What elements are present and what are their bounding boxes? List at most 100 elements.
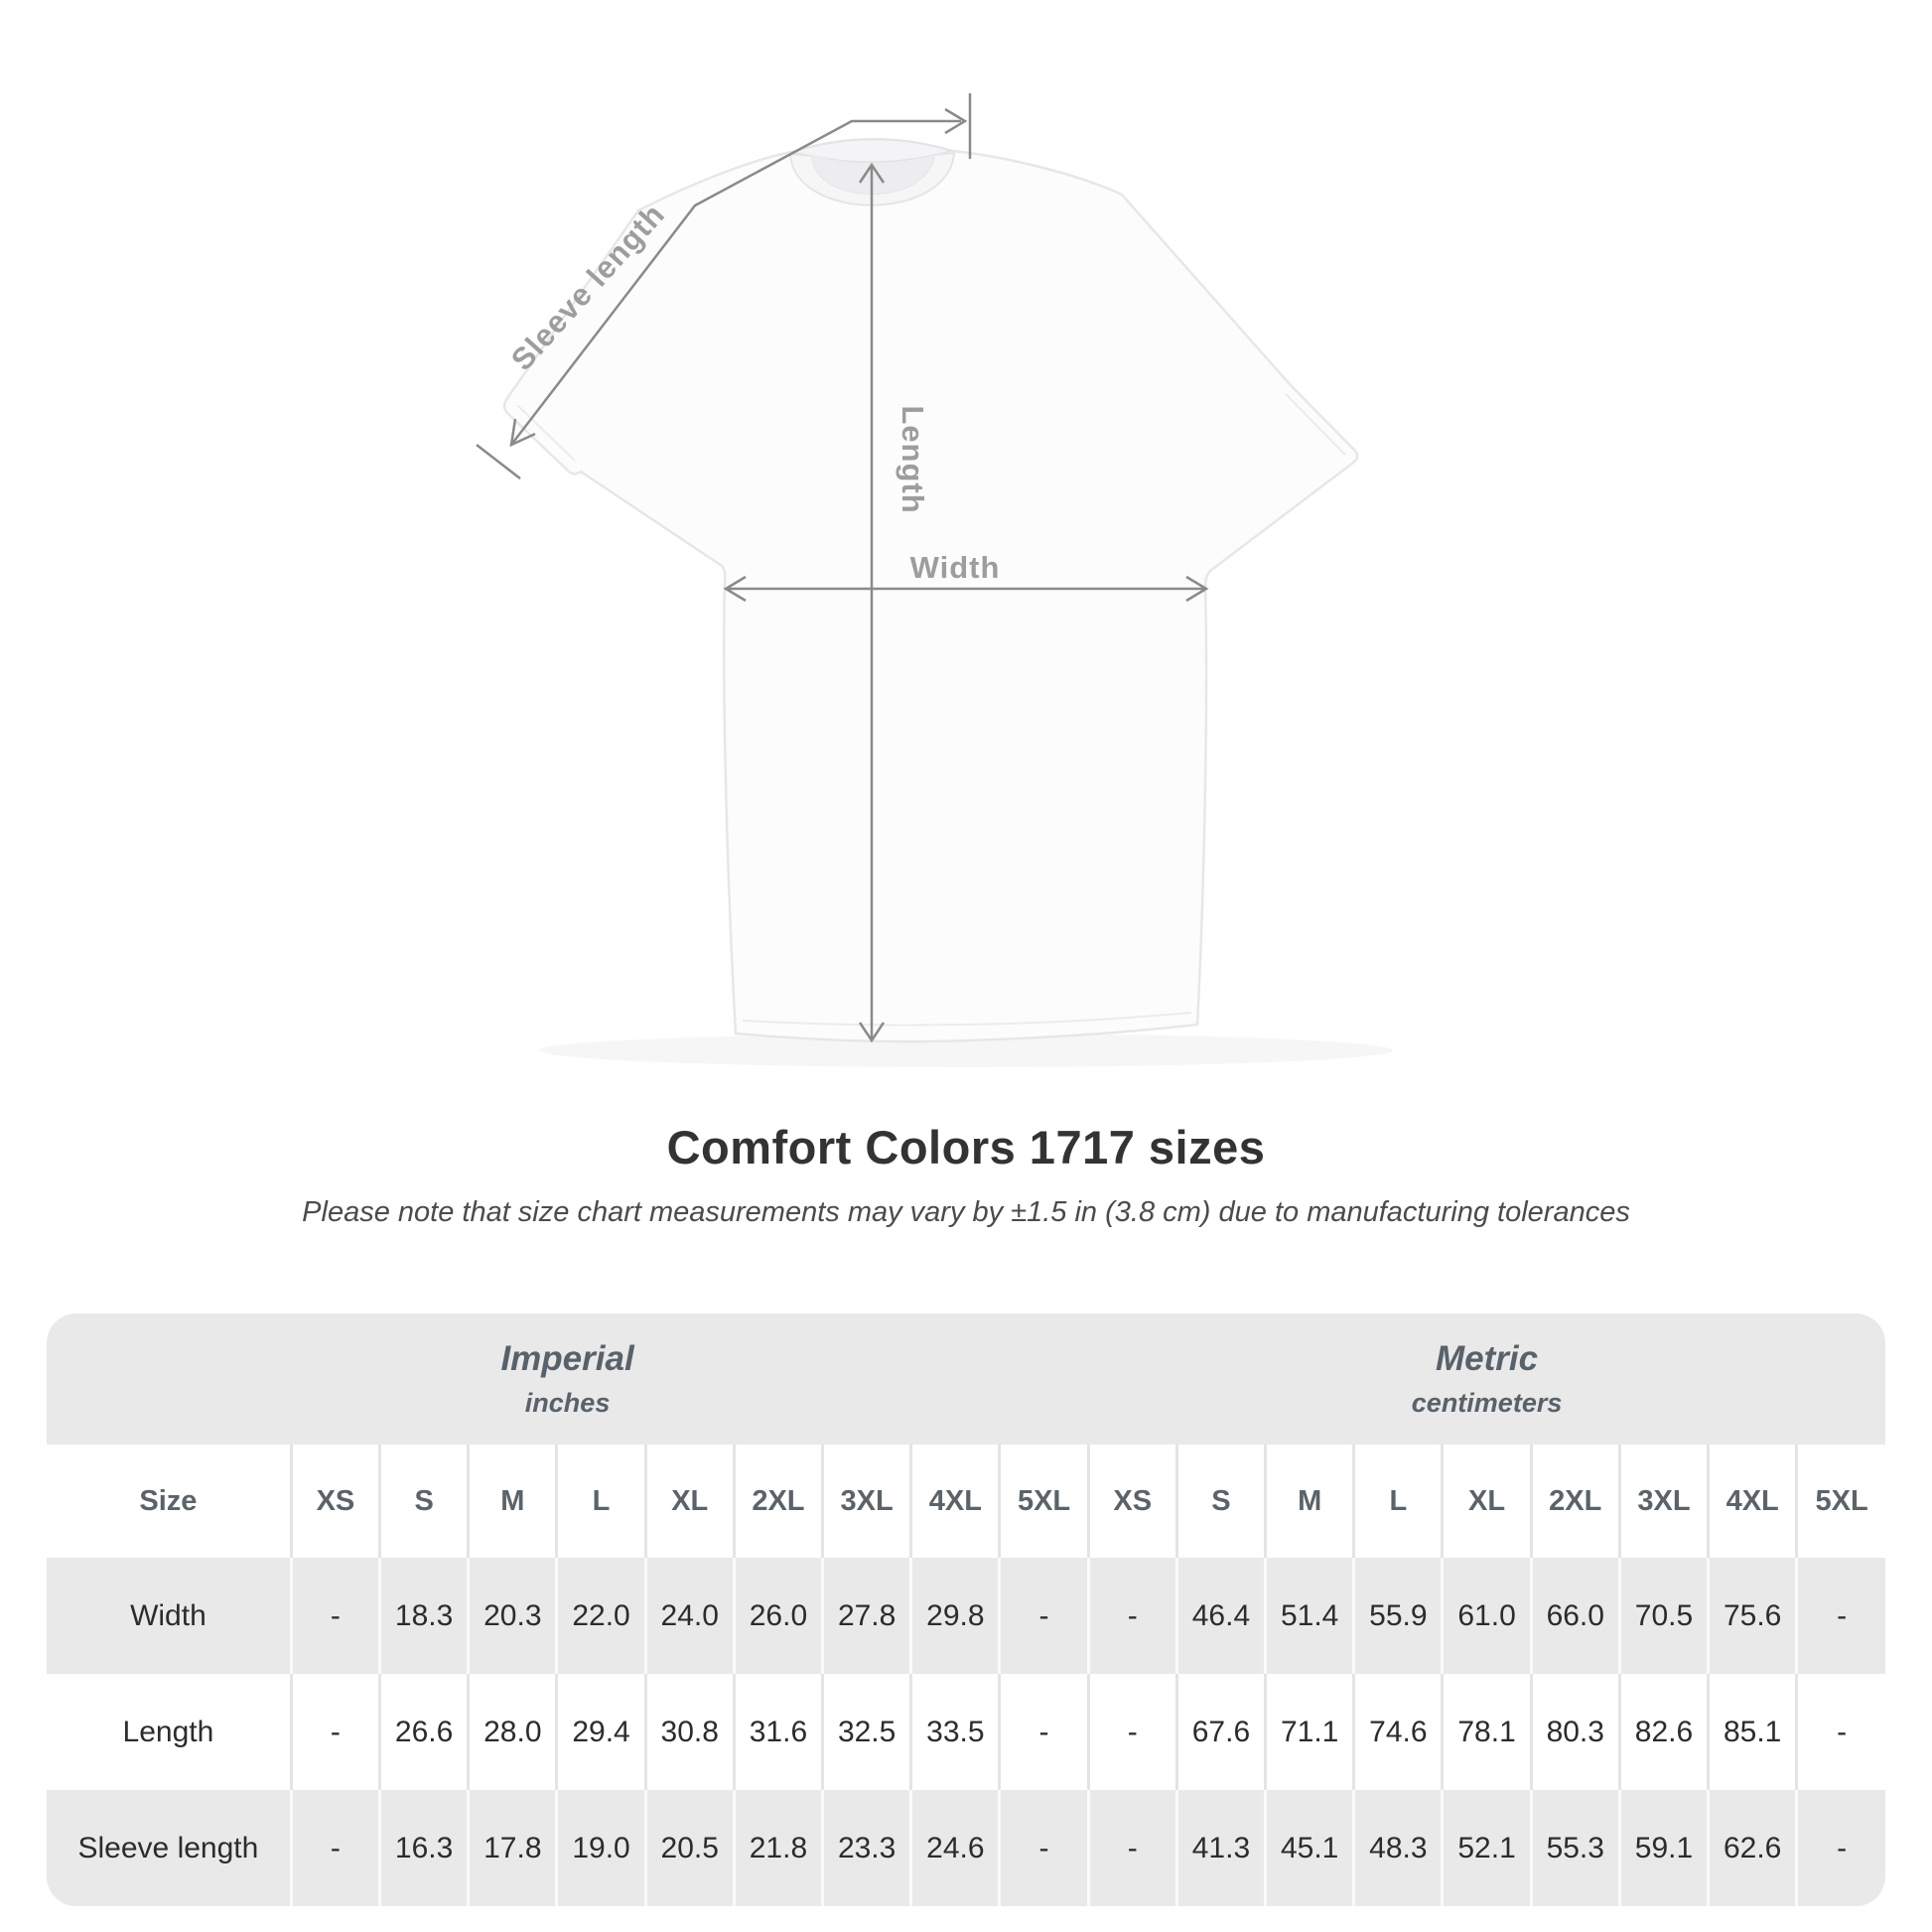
cell: 27.8 (821, 1558, 911, 1675)
cell: 29.8 (909, 1558, 1000, 1675)
row-label-width: Width (130, 1598, 207, 1632)
cell: 23.3 (821, 1790, 911, 1906)
right-cuff-stitch (1285, 393, 1346, 456)
col-header-imperial-m: M (467, 1445, 557, 1559)
size-header-row: Size XS S M L XL 2XL 3XL 4XL 5XL XS S M … (47, 1445, 1885, 1559)
cell: - (998, 1558, 1089, 1675)
cell: 19.0 (555, 1790, 646, 1906)
cell: 26.0 (732, 1558, 823, 1675)
cell: 26.6 (378, 1674, 469, 1791)
width-arrow-left-icon (723, 575, 747, 603)
cell: 66.0 (1529, 1558, 1620, 1675)
cell: 85.1 (1707, 1674, 1797, 1791)
cell: 29.4 (555, 1674, 646, 1791)
cell: 70.5 (1617, 1558, 1709, 1675)
hem-stitch (742, 1012, 1192, 1027)
length-label: Length (896, 405, 930, 513)
cell: 48.3 (1352, 1790, 1443, 1906)
length-arrow-down-icon (858, 1022, 886, 1043)
cell: 51.4 (1264, 1558, 1354, 1675)
col-header-imperial-3xl: 3XL (821, 1445, 911, 1559)
cell: - (1795, 1558, 1885, 1675)
sleeve-arrow-right-icon (944, 107, 968, 135)
col-header-metric-xs: XS (1086, 1445, 1177, 1559)
left-cuff-stitch (516, 404, 576, 462)
col-header-metric-2xl: 2XL (1529, 1445, 1620, 1559)
cell: - (998, 1790, 1089, 1906)
cell: 41.3 (1174, 1790, 1266, 1906)
page-title: Comfort Colors 1717 sizes (666, 1121, 1266, 1173)
cell: 33.5 (909, 1674, 1000, 1791)
cell: 32.5 (821, 1674, 911, 1791)
sleeve-end-tick (476, 444, 521, 480)
cell: - (289, 1558, 380, 1675)
cell: 78.1 (1441, 1674, 1532, 1791)
metric-unit-label: centimeters (1411, 1388, 1563, 1419)
sleeve-arrow-end-icon (509, 418, 536, 448)
cell: - (1086, 1790, 1177, 1906)
length-row: Length - 26.6 28.0 29.4 30.8 31.6 32.5 3… (47, 1674, 1885, 1791)
cell: 55.3 (1529, 1790, 1620, 1906)
imperial-group-header: Imperial inches (47, 1313, 1088, 1445)
cell: 28.0 (467, 1674, 557, 1791)
row-label-sleeve-length: Sleeve length (77, 1831, 259, 1864)
width-label: Width (910, 550, 1001, 585)
cell: 82.6 (1617, 1674, 1709, 1791)
cell: 46.4 (1174, 1558, 1266, 1675)
col-header-imperial-xl: XL (643, 1445, 735, 1559)
cell: 59.1 (1617, 1790, 1709, 1906)
cell: 21.8 (732, 1790, 823, 1906)
col-header-imperial-2xl: 2XL (732, 1445, 823, 1559)
col-header-imperial-s: S (378, 1445, 469, 1559)
col-header-imperial-xs: XS (289, 1445, 380, 1559)
cell: 71.1 (1264, 1674, 1354, 1791)
cell: 80.3 (1529, 1674, 1620, 1791)
cell: - (1795, 1790, 1885, 1906)
tshirt-measure-diagram: Sleeve length Length Width (476, 93, 1359, 1043)
cell: 31.6 (732, 1674, 823, 1791)
width-row: Width - 18.3 20.3 22.0 24.0 26.0 27.8 29… (47, 1558, 1885, 1675)
cell: 52.1 (1441, 1790, 1532, 1906)
cell: 62.6 (1707, 1790, 1797, 1906)
cell: 18.3 (378, 1558, 469, 1675)
tolerance-note: Please note that size chart measurements… (302, 1196, 1630, 1228)
metric-label: Metric (1436, 1339, 1539, 1379)
imperial-label: Imperial (500, 1339, 634, 1379)
imperial-unit-label: inches (524, 1388, 611, 1419)
row-label-length: Length (122, 1715, 214, 1748)
cell: 16.3 (378, 1790, 469, 1906)
cell: 45.1 (1264, 1790, 1354, 1906)
col-header-imperial-4xl: 4XL (909, 1445, 1000, 1559)
cell: - (1086, 1558, 1177, 1675)
cell: 75.6 (1707, 1558, 1797, 1675)
col-header-metric-3xl: 3XL (1617, 1445, 1709, 1559)
size-col-header: Size (139, 1484, 198, 1517)
cell: 55.9 (1352, 1558, 1443, 1675)
shirt-back-collar (788, 138, 956, 164)
metric-group-header: Metric centimeters (1088, 1313, 1885, 1445)
cell: - (289, 1790, 380, 1906)
cell: 74.6 (1352, 1674, 1443, 1791)
unit-header-row: Imperial inches Metric centimeters (47, 1313, 1885, 1445)
size-table-card: Imperial inches Metric centimeters Size … (47, 1313, 1885, 1906)
tshirt-body (502, 138, 1359, 1043)
cell: - (998, 1674, 1089, 1791)
cell: 20.3 (467, 1558, 557, 1675)
col-header-imperial-l: L (555, 1445, 646, 1559)
shirt-collar-shade (812, 155, 934, 195)
cell: - (1795, 1674, 1885, 1791)
length-arrow-up-icon (858, 162, 886, 184)
cell: 20.5 (643, 1790, 735, 1906)
cell: 17.8 (467, 1790, 557, 1906)
cell: 30.8 (643, 1674, 735, 1791)
col-header-imperial-5xl: 5XL (998, 1445, 1089, 1559)
cell: 61.0 (1441, 1558, 1532, 1675)
size-table: Imperial inches Metric centimeters Size … (47, 1313, 1885, 1906)
sleeve-length-row: Sleeve length - 16.3 17.8 19.0 20.5 21.8… (47, 1790, 1885, 1906)
cell: 22.0 (555, 1558, 646, 1675)
cell: - (289, 1674, 380, 1791)
col-header-metric-4xl: 4XL (1707, 1445, 1797, 1559)
col-header-metric-5xl: 5XL (1795, 1445, 1885, 1559)
col-header-metric-s: S (1174, 1445, 1266, 1559)
